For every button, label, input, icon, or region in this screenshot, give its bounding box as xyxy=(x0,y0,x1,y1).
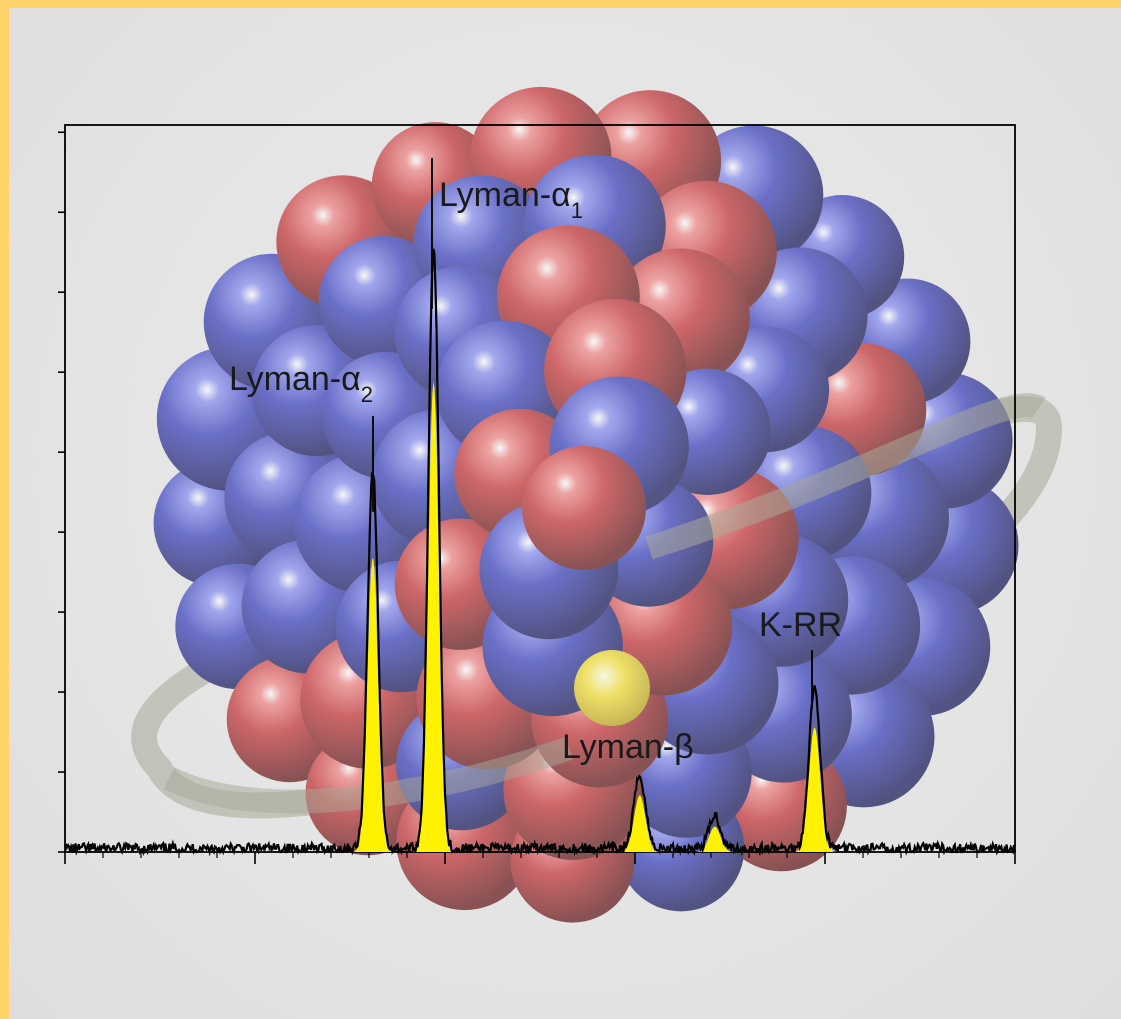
spectrum-series xyxy=(63,248,1017,857)
figure-background: Lyman-α2 Lyman-α1 Lyman-β K-RR xyxy=(9,8,1121,1019)
peak-label-main: Lyman-α xyxy=(439,176,571,214)
image-wash xyxy=(9,8,1121,1019)
peak-label-main: Lyman-α xyxy=(229,360,361,398)
spectrum-line xyxy=(63,248,1017,857)
peak-label: K-RR xyxy=(759,606,842,644)
axis-ticks xyxy=(58,131,1016,864)
peak-label-subscript: 2 xyxy=(361,382,373,407)
peak-label-main: Lyman-β xyxy=(562,728,694,766)
orbit-ring-front-arc xyxy=(645,393,1046,560)
orbit-ring-front xyxy=(163,393,1046,814)
peak-label: Lyman-α2 xyxy=(229,360,373,407)
peak-label-subscript: 1 xyxy=(571,198,583,223)
peak-label: Lyman-α1 xyxy=(439,176,583,223)
electron-icon xyxy=(574,650,650,726)
peak-label: Lyman-β xyxy=(562,728,694,766)
orbit-ring-front-arc xyxy=(163,736,574,814)
peak-label-main: K-RR xyxy=(759,606,842,644)
proton-sphere xyxy=(522,446,646,570)
